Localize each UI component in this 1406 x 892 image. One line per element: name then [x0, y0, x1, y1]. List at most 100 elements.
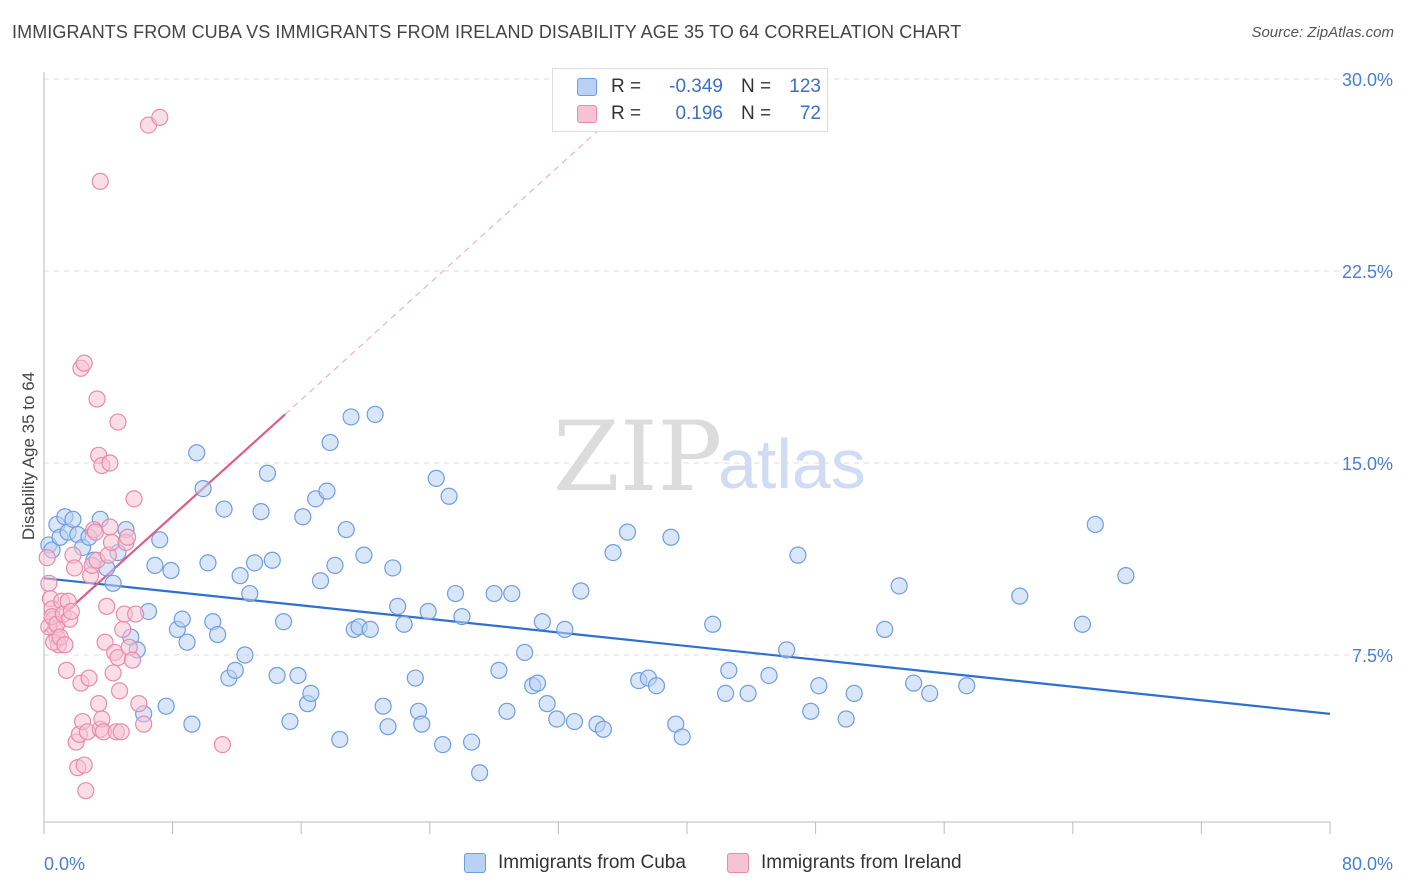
- legend-n-label: N =: [741, 76, 772, 97]
- cuba-point: [384, 559, 402, 577]
- ireland-point: [98, 597, 116, 615]
- ireland-point: [109, 413, 127, 431]
- cuba-point: [294, 508, 312, 526]
- ireland-point: [90, 695, 108, 713]
- x-tick-label: 80.0%: [1342, 854, 1393, 874]
- cuba-point: [395, 615, 413, 633]
- cuba-point: [226, 661, 244, 679]
- cuba-point: [178, 633, 196, 651]
- axis-layer: [43, 72, 1331, 834]
- cuba-point: [199, 554, 217, 572]
- cuba-point: [528, 674, 547, 692]
- cuba-point: [837, 710, 855, 728]
- cuba-point: [538, 695, 556, 713]
- cuba-point: [289, 666, 307, 685]
- cuba-point: [720, 661, 738, 679]
- cuba-point: [662, 528, 680, 546]
- ireland-point: [88, 390, 106, 408]
- cuba-point: [379, 718, 397, 736]
- chart-title: IMMIGRANTS FROM CUBA VS IMMIGRANTS FROM …: [12, 22, 962, 42]
- legend-n-value: 72: [799, 103, 821, 124]
- cuba-point: [604, 543, 622, 562]
- cuba-point: [594, 720, 613, 738]
- legend-r-value: 0.196: [675, 103, 723, 124]
- cuba-point: [572, 582, 590, 600]
- cuba-point: [413, 715, 431, 733]
- cuba-point: [252, 503, 270, 521]
- ireland-point: [57, 661, 76, 679]
- cuba-point: [342, 408, 360, 426]
- ireland-point: [101, 454, 119, 472]
- watermark-atlas: atlas: [718, 425, 866, 503]
- cuba-trend-line: [43, 577, 1331, 715]
- legend-item-cuba[interactable]: Immigrants from Cuba: [464, 852, 686, 874]
- cuba-point: [533, 613, 551, 631]
- legend-r-label: R =: [611, 76, 642, 97]
- ireland-point: [80, 669, 98, 687]
- ireland-point: [91, 172, 109, 190]
- cuba-point: [311, 572, 330, 590]
- ireland-point: [86, 523, 105, 541]
- series-legend: Immigrants from Cuba Immigrants from Ire…: [0, 852, 1406, 878]
- x-tick-label: 0.0%: [44, 854, 85, 874]
- legend-row-cuba: R = -0.349 N = 123: [577, 75, 821, 99]
- y-tick-label: 7.5%: [1352, 646, 1393, 666]
- cuba-point: [810, 677, 828, 695]
- cuba-legend-swatch-icon: [464, 853, 486, 873]
- cuba-point: [739, 684, 757, 703]
- cuba-point: [151, 531, 169, 549]
- cuba-point: [245, 554, 264, 572]
- cuba-point: [434, 735, 452, 754]
- legend-item-ireland[interactable]: Immigrants from Ireland: [727, 852, 962, 874]
- ireland-point: [77, 782, 95, 800]
- cuba-point: [556, 620, 574, 639]
- ireland-point: [112, 723, 130, 741]
- cuba-point: [427, 469, 445, 487]
- cuba-point: [331, 730, 349, 749]
- cuba-point: [337, 520, 355, 539]
- correlation-legend: R = -0.349 N = 123 R = 0.196 N = 72: [552, 68, 828, 132]
- points-layer: [38, 108, 1135, 800]
- legend-item-label: Immigrants from Cuba: [498, 852, 686, 873]
- cuba-point: [716, 684, 735, 703]
- cuba-point: [1073, 615, 1092, 633]
- cuba-point: [326, 556, 344, 575]
- cuba-point: [462, 733, 481, 751]
- ireland-trend-line: [43, 413, 286, 633]
- cuba-point: [453, 607, 471, 626]
- cuba-point: [647, 677, 666, 695]
- cuba-point: [258, 464, 277, 482]
- cuba-point: [104, 574, 122, 592]
- grid-layer: [44, 78, 1392, 656]
- cuba-point: [194, 480, 212, 498]
- cuba-point: [516, 643, 534, 662]
- cuba-point: [209, 625, 227, 644]
- legend-item-label: Immigrants from Ireland: [761, 852, 962, 873]
- cuba-point: [366, 405, 384, 423]
- y-axis-title: Disability Age 35 to 64: [19, 372, 38, 540]
- ireland-point: [135, 715, 153, 733]
- cuba-point: [490, 661, 508, 679]
- cuba-point: [406, 669, 424, 687]
- chart-source: Source: ZipAtlas.com: [1251, 24, 1394, 41]
- cuba-point: [321, 433, 339, 452]
- cuba-point: [162, 561, 180, 580]
- ireland-point: [62, 602, 80, 621]
- ireland-point: [110, 682, 129, 700]
- cuba-point: [146, 556, 164, 575]
- cuba-point: [565, 712, 584, 731]
- cuba-point: [845, 684, 863, 703]
- cuba-point: [778, 641, 796, 659]
- ireland-point: [213, 735, 232, 754]
- cuba-point: [389, 597, 407, 615]
- cuba-point: [1117, 567, 1135, 585]
- ireland-point: [114, 620, 132, 639]
- cuba-point: [548, 710, 566, 728]
- ireland-point: [123, 651, 142, 669]
- ireland-point: [65, 559, 84, 577]
- cuba-point: [905, 674, 923, 692]
- cuba-point: [318, 482, 336, 500]
- cuba-point: [419, 602, 437, 621]
- legend-n-value: 123: [789, 76, 821, 97]
